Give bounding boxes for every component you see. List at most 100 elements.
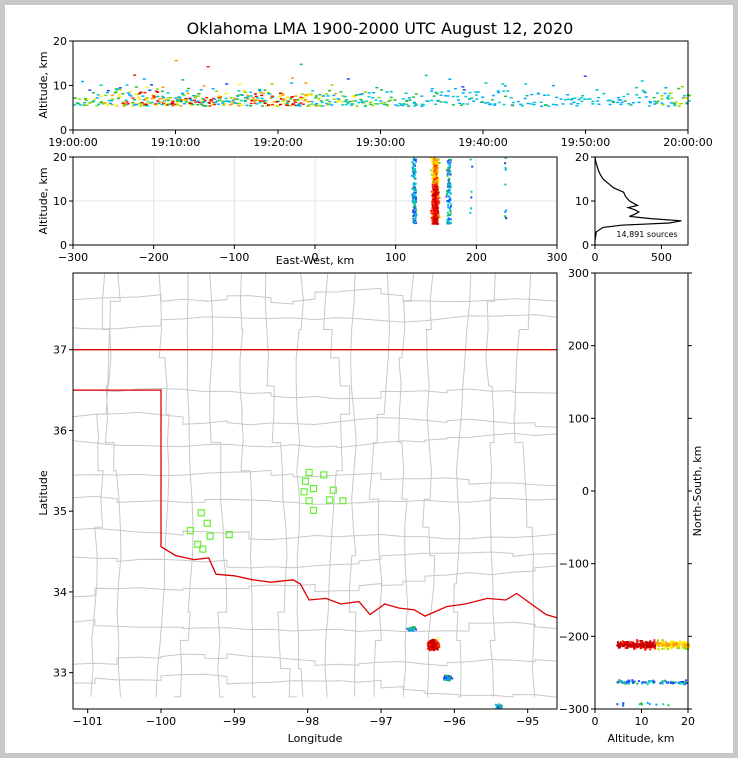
th-source (529, 103, 533, 105)
county-line (368, 273, 391, 697)
th-source (640, 80, 644, 82)
th-source (279, 103, 282, 106)
th-x-tick-label: 19:20:00 (253, 136, 302, 149)
th-source (502, 103, 506, 106)
th-source (555, 96, 559, 99)
th-source (572, 101, 576, 104)
th-source (171, 101, 175, 103)
ew-x-tick-label: 100 (385, 251, 406, 264)
ns-source (682, 680, 684, 683)
th-source (332, 98, 336, 100)
th-source (672, 102, 676, 105)
ew-source (435, 219, 437, 222)
ns-source (673, 682, 676, 684)
th-source (359, 93, 363, 96)
ew-source (412, 220, 415, 222)
th-source (619, 99, 622, 101)
th-source (124, 99, 128, 101)
th-source (233, 98, 237, 101)
county-line (348, 273, 357, 697)
th-source (620, 101, 624, 104)
ew-source (436, 163, 439, 166)
th-source (637, 101, 641, 104)
ew-source (412, 211, 415, 213)
th-source (520, 105, 524, 107)
ew-source (446, 174, 449, 177)
ns-source (627, 640, 630, 643)
th-source (468, 91, 472, 94)
th-source (155, 88, 159, 90)
map-source (450, 676, 452, 679)
ns-source (648, 681, 651, 684)
county-line (209, 273, 228, 698)
ew-source (414, 219, 417, 222)
ns-source (617, 646, 620, 649)
ns-source (659, 682, 662, 685)
ew-source (414, 189, 417, 192)
ew-source (446, 169, 449, 171)
map-source (447, 678, 450, 681)
th-source (408, 99, 412, 101)
th-y-tick-label: 10 (53, 80, 67, 93)
oklahoma-border (73, 349, 557, 619)
map-y-tick-label: 37 (53, 344, 67, 357)
th-source (434, 91, 438, 94)
th-source (597, 103, 601, 105)
th-source (79, 104, 83, 106)
th-source (101, 103, 105, 105)
ew-source (448, 180, 450, 183)
ns-source (677, 647, 680, 650)
th-source (138, 92, 142, 95)
th-source (377, 96, 381, 99)
ns-source (680, 646, 683, 649)
ew-source (433, 220, 436, 223)
ns-source (670, 640, 673, 643)
th-source (263, 102, 267, 104)
ns-source (631, 679, 634, 682)
th-source (385, 91, 389, 93)
ns-source (659, 641, 662, 644)
th-source (175, 102, 179, 104)
th-source (97, 103, 101, 106)
th-source (106, 89, 110, 92)
ew-source (432, 160, 435, 163)
th-source (154, 96, 158, 98)
map-source (497, 706, 500, 709)
th-source (511, 101, 515, 104)
ew-source (435, 211, 438, 214)
th-source (420, 95, 424, 97)
map-source (432, 640, 435, 643)
th-source (532, 101, 536, 104)
county-line (73, 411, 557, 428)
th-source (336, 98, 340, 100)
ew-source (436, 206, 439, 209)
th-source (596, 100, 600, 102)
th-source (375, 86, 379, 89)
ew-source (434, 193, 437, 196)
th-source (430, 99, 434, 102)
ns-source (630, 641, 633, 644)
th-source (142, 78, 146, 80)
th-source (103, 102, 107, 104)
th-source (193, 97, 197, 99)
time-height-ylabel: Altitude, km (37, 51, 50, 118)
ns-source (629, 641, 632, 644)
th-source (307, 104, 311, 106)
th-source (351, 95, 355, 97)
th-source (189, 102, 193, 105)
ew-source (433, 188, 436, 191)
th-source (573, 97, 577, 99)
ns-source (646, 646, 649, 649)
ew-source (435, 181, 438, 183)
map-source (428, 642, 430, 645)
ew-source (435, 195, 438, 198)
map-source (432, 647, 435, 650)
ns-source (667, 644, 669, 647)
ew-source (413, 213, 416, 216)
th-source (143, 91, 147, 94)
map-source (429, 648, 432, 651)
ew-source (430, 160, 433, 163)
ns-y-tick-label: −300 (559, 703, 589, 716)
th-source (148, 102, 152, 104)
th-source (214, 101, 217, 104)
